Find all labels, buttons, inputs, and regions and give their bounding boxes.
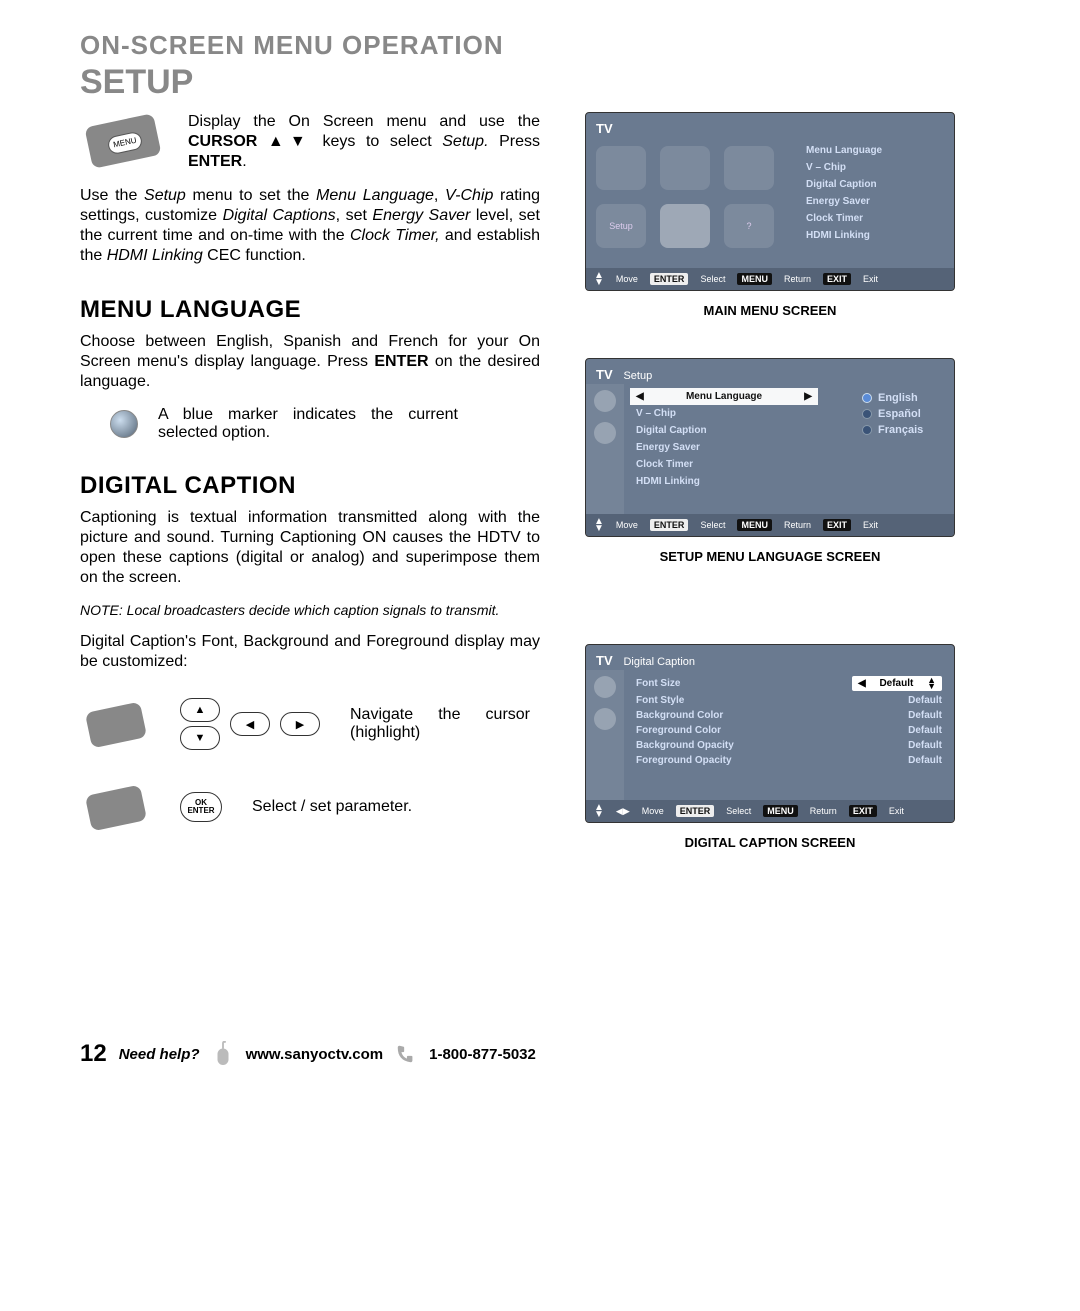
menu-item: Energy Saver [630, 439, 818, 456]
blue-marker-text: A blue marker indicates the current sele… [158, 406, 458, 442]
digital-caption-screen-caption: DIGITAL CAPTION SCREEN [685, 835, 856, 850]
remote-menu-icon: MENU [80, 112, 170, 172]
digital-caption-screen: TV Digital Caption Font Size ◀ Default ▲… [585, 644, 955, 823]
main-menu-items: Menu Language V – Chip Digital Caption E… [794, 138, 954, 268]
menu-item: Energy Saver [800, 193, 948, 210]
tv-sidebar [586, 670, 624, 800]
page-header: ON-SCREEN MENU OPERATION [80, 30, 1000, 61]
ok-enter-icon: OKENTER [180, 792, 222, 822]
remote-ok-icon [80, 782, 150, 832]
main-menu-caption: MAIN MENU SCREEN [704, 303, 837, 318]
navigate-cursor-row: ▲ ▼ ◀ ▶ Navigate the cursor (highlight) [80, 686, 540, 762]
menu-grid-setup-icon [660, 204, 710, 248]
sidebar-icon [594, 422, 616, 444]
menu-grid-icon: Setup [596, 204, 646, 248]
menu-item: Menu Language [800, 142, 948, 159]
blue-marker-icon [110, 410, 138, 438]
menu-grid-icon [660, 146, 710, 190]
main-menu-screen: TV Setup ? Menu Language V – Chip Digi [585, 112, 955, 291]
tv-footer: ▲▼Move ENTERSelect MENUReturn EXITExit [586, 268, 954, 290]
down-arrow-icon: ▼ [180, 726, 220, 750]
digital-caption-note: NOTE: Local broadcasters decide which ca… [80, 602, 540, 618]
tv-footer: ▲▼Move ENTERSelect MENUReturn EXITExit [586, 514, 954, 536]
dc-row: Foreground ColorDefault [630, 723, 948, 738]
menu-item: Digital Caption [630, 422, 818, 439]
tv-label: TV Digital Caption [586, 651, 954, 670]
tv-label: TV Setup [586, 365, 954, 384]
dc-row: Font StyleDefault [630, 693, 948, 708]
language-screen: TV Setup ◀Menu Language▶ V – Chip Digita… [585, 358, 955, 537]
navigate-cursor-text: Navigate the cursor (highlight) [350, 706, 530, 742]
setup-items: ◀Menu Language▶ V – Chip Digital Caption… [624, 384, 824, 514]
page-footer: 12 Need help? www.sanyoctv.com 1-800-877… [80, 1040, 1000, 1068]
select-parameter-row: OKENTER Select / set parameter. [80, 782, 540, 832]
left-arrow-icon: ◀ [230, 712, 270, 736]
language-options: English Español Français [824, 384, 954, 514]
menu-grid-icon [596, 146, 646, 190]
intro-paragraph: Display the On Screen menu and use the C… [188, 112, 540, 172]
dc-row: Font Size ◀ Default ▲▼ [630, 674, 948, 693]
setup-description: Use the Setup menu to set the Menu Langu… [80, 186, 540, 266]
phone-icon [395, 1043, 417, 1065]
digital-caption-heading: DIGITAL CAPTION [80, 472, 540, 500]
sidebar-icon [594, 676, 616, 698]
menu-item-selected: ◀Menu Language▶ [630, 388, 818, 405]
right-arrow-icon: ▶ [280, 712, 320, 736]
menu-item: V – Chip [800, 159, 948, 176]
tv-label: TV [586, 119, 954, 138]
tv-sidebar [586, 384, 624, 514]
menu-item: HDMI Linking [630, 473, 818, 490]
menu-grid-icon: ? [724, 204, 774, 248]
lang-option-espanol: Español [830, 408, 948, 420]
setup-title: SETUP [80, 63, 1000, 102]
digital-caption-p1: Captioning is textual information transm… [80, 508, 540, 588]
mouse-icon [212, 1041, 234, 1067]
blue-marker-row: A blue marker indicates the current sele… [110, 406, 540, 442]
language-screen-caption: SETUP MENU LANGUAGE SCREEN [660, 549, 881, 564]
sidebar-icon [594, 708, 616, 730]
footer-url: www.sanyoctv.com [246, 1046, 384, 1063]
lang-option-english: English [830, 392, 948, 404]
menu-language-heading: MENU LANGUAGE [80, 296, 540, 324]
up-arrow-icon: ▲ [180, 698, 220, 722]
lang-option-francais: Français [830, 424, 948, 436]
right-column: TV Setup ? Menu Language V – Chip Digi [580, 112, 960, 860]
menu-grid-icon [724, 146, 774, 190]
digital-caption-p2: Digital Caption's Font, Background and F… [80, 632, 540, 672]
menu-item: Clock Timer [800, 210, 948, 227]
dc-spinner: ◀ Default ▲▼ [852, 676, 942, 691]
need-help-label: Need help? [119, 1046, 200, 1063]
footer-phone: 1-800-877-5032 [429, 1046, 536, 1063]
menu-item: V – Chip [630, 405, 818, 422]
dc-row: Foreground OpacityDefault [630, 753, 948, 768]
tv-footer: ▲▼◀▶Move ENTERSelect MENUReturn EXITExit [586, 800, 954, 822]
menu-item: HDMI Linking [800, 227, 948, 244]
sidebar-icon [594, 390, 616, 412]
menu-language-paragraph: Choose between English, Spanish and Fren… [80, 332, 540, 392]
dc-row: Background OpacityDefault [630, 738, 948, 753]
dc-rows: Font Size ◀ Default ▲▼ Font StyleDefault… [624, 670, 954, 800]
left-column: MENU Display the On Screen menu and use … [80, 112, 540, 860]
dc-row: Background ColorDefault [630, 708, 948, 723]
menu-item: Digital Caption [800, 176, 948, 193]
remote-cursor-icon [80, 699, 150, 749]
page-number: 12 [80, 1040, 107, 1068]
select-parameter-text: Select / set parameter. [252, 798, 432, 816]
menu-item: Clock Timer [630, 456, 818, 473]
